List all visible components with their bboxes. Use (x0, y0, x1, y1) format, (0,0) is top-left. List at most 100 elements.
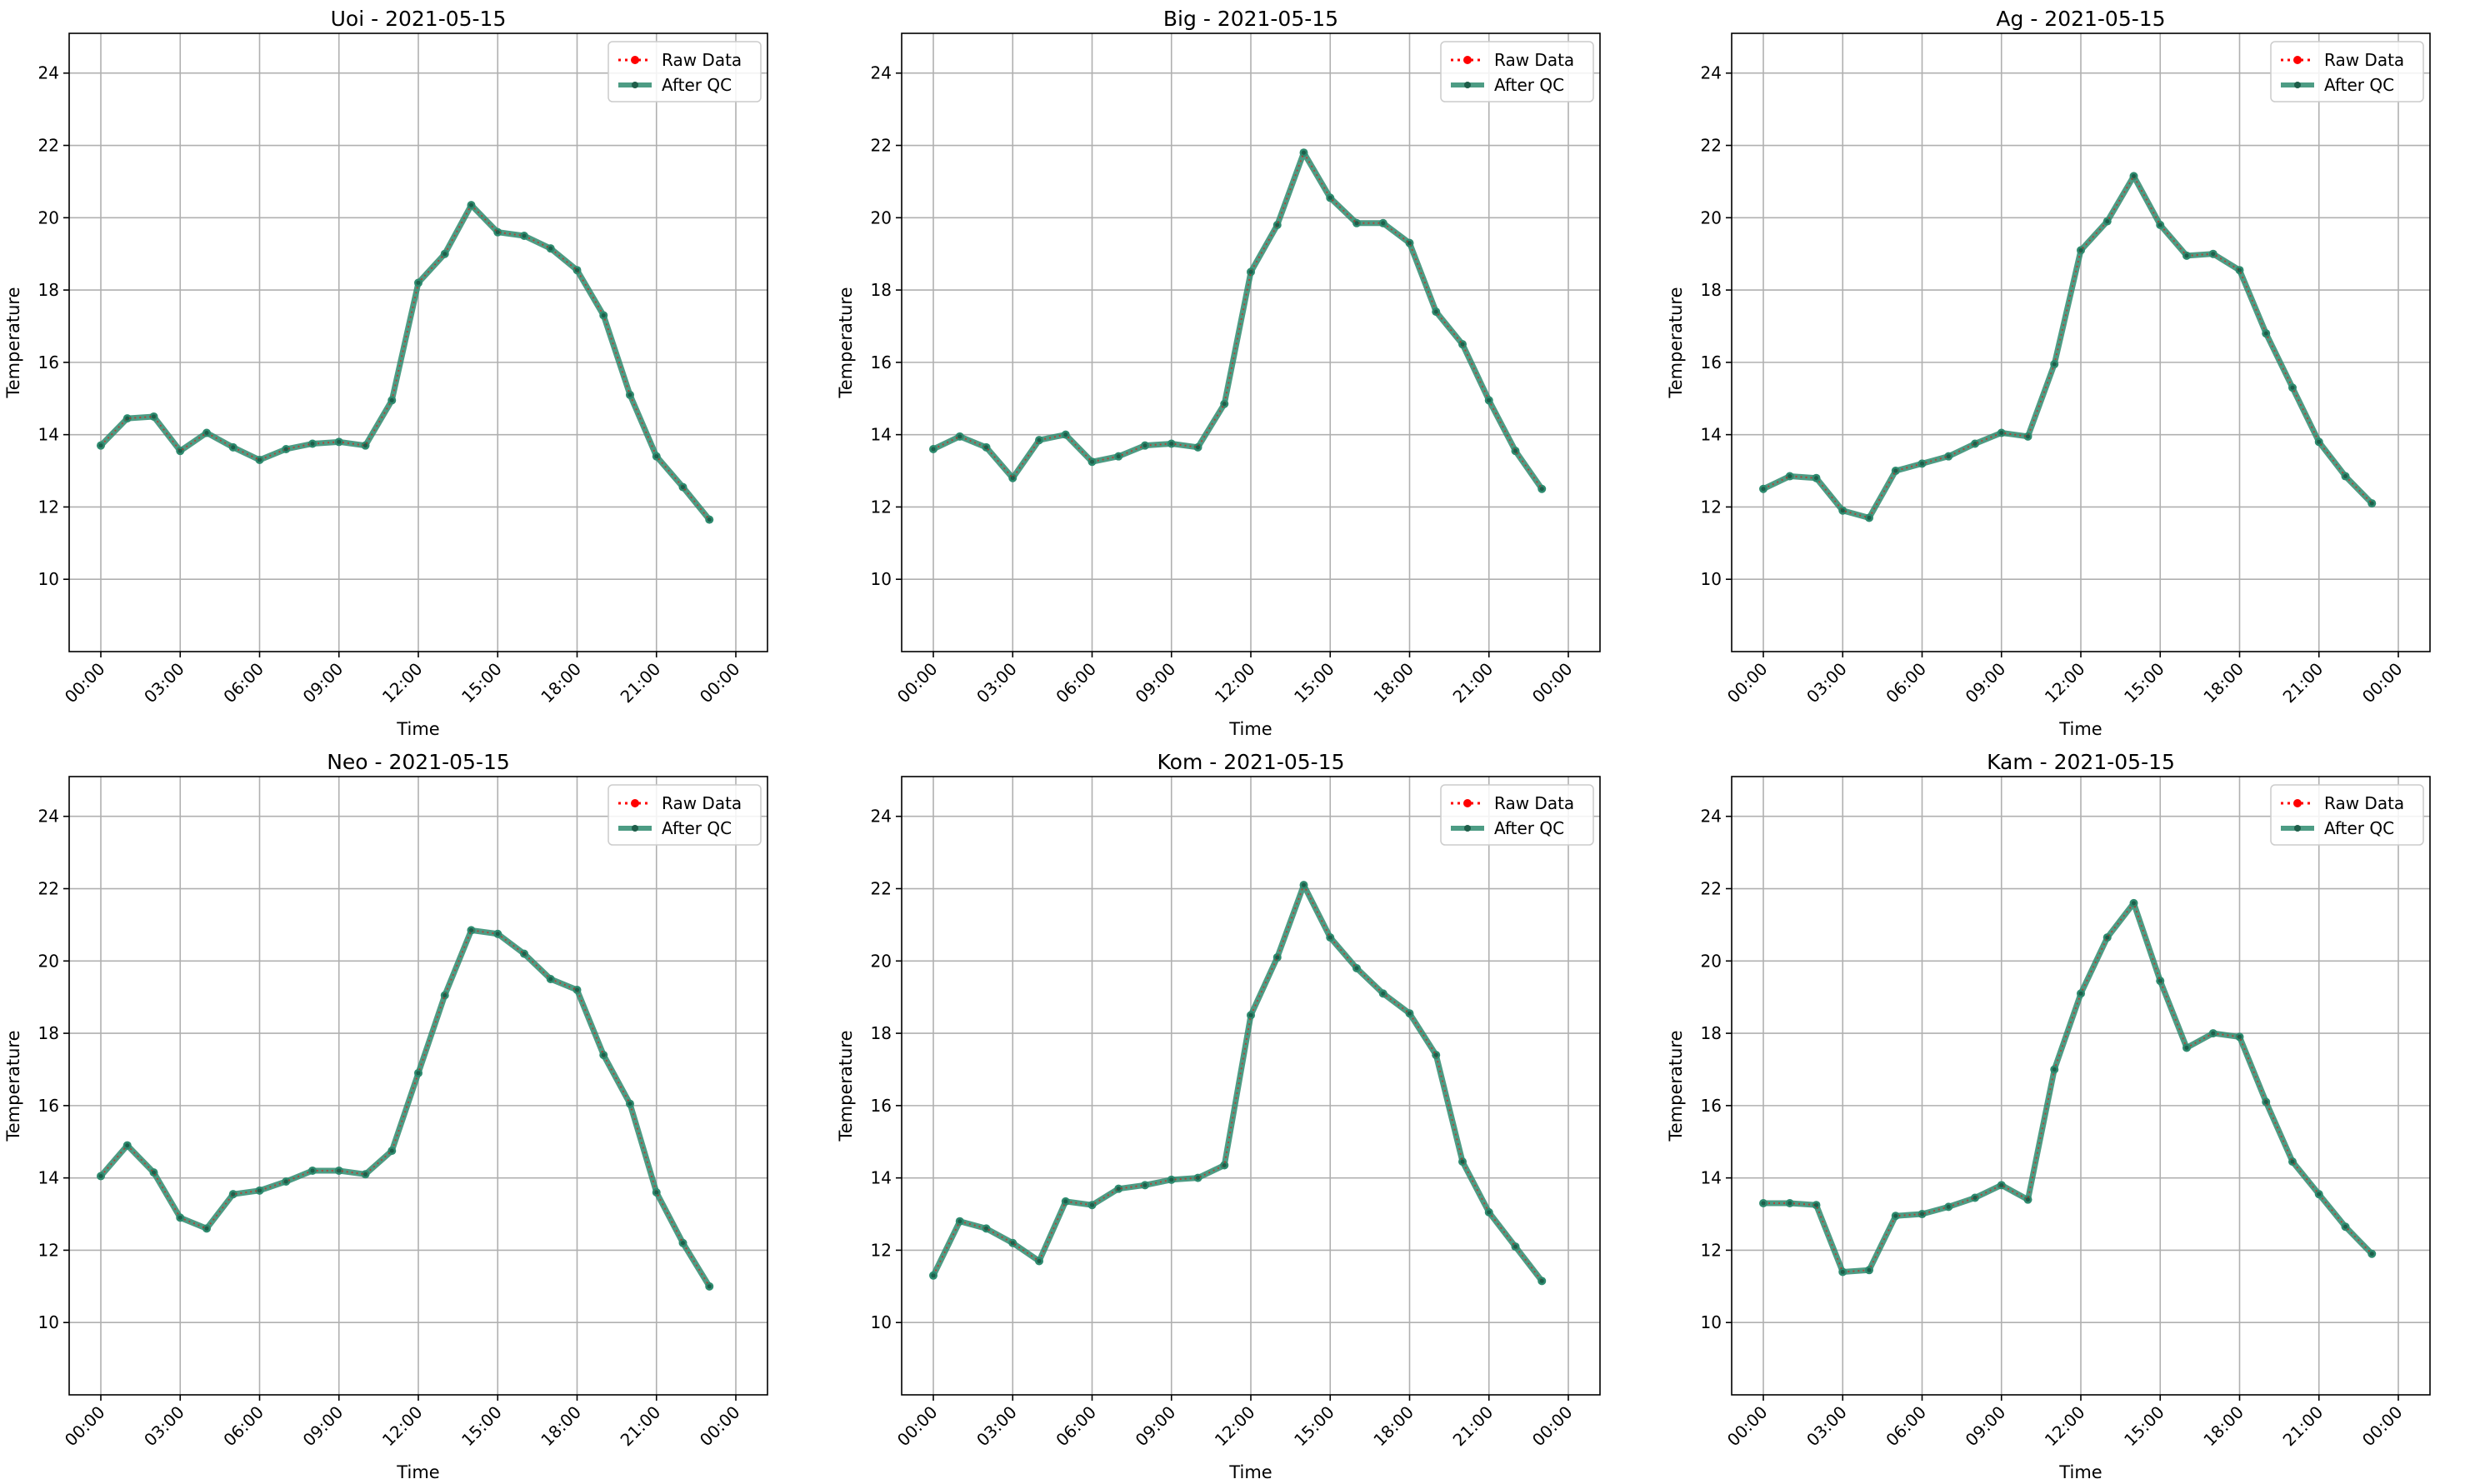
y-tick-label: 20 (38, 951, 59, 971)
legend-after-qc-marker (2294, 825, 2301, 832)
raw-data-point (1840, 508, 1845, 513)
raw-data-point (2290, 1159, 2295, 1164)
raw-data-point (2290, 385, 2295, 390)
y-tick-label: 24 (871, 63, 892, 83)
raw-data-point (1142, 443, 1148, 448)
x-tick-label: 21:00 (1449, 659, 1498, 707)
x-tick-label: 00:00 (61, 659, 109, 707)
axes-frame (68, 776, 768, 1396)
raw-data-point (1037, 437, 1042, 442)
legend-raw-data-marker (631, 799, 639, 807)
raw-data-point (1169, 1177, 1174, 1182)
x-tick-label: 18:00 (537, 1402, 585, 1451)
raw-data-point (1761, 1201, 1766, 1206)
x-tick-label: 09:00 (299, 659, 348, 707)
raw-data-point (1999, 1182, 2004, 1187)
raw-data-point (2211, 1031, 2216, 1036)
series-raw-data-line (932, 150, 1543, 490)
y-tick-label: 14 (871, 425, 892, 445)
y-tick-label: 20 (871, 951, 892, 971)
x-axis-label: Time (2058, 719, 2102, 739)
raw-data-point (1063, 1199, 1068, 1204)
x-tick-label: 00:00 (696, 659, 744, 707)
legend-after-qc-label: After QC (662, 818, 732, 838)
x-tick-label: 15:00 (1290, 1402, 1338, 1451)
raw-data-point (389, 397, 394, 402)
raw-data-point (258, 457, 262, 462)
raw-data-point (522, 952, 527, 957)
x-tick-label: 21:00 (617, 659, 665, 707)
raw-data-point (2343, 1224, 2348, 1229)
y-axis-label: Temperature (3, 1030, 23, 1142)
y-tick-label: 16 (871, 352, 892, 372)
series-raw-data-line (1763, 901, 2372, 1273)
raw-data-point (2211, 252, 2216, 257)
y-axis-label: Temperature (1666, 1030, 1686, 1142)
raw-data-point (2238, 1034, 2242, 1039)
raw-data-point (337, 1168, 342, 1173)
legend-after-qc-label: After QC (662, 75, 732, 95)
subplot-title: Kam - 2021-05-15 (1987, 750, 2175, 774)
raw-data-point (98, 443, 103, 448)
axes-frame (1731, 776, 2431, 1396)
y-tick-label: 24 (1701, 807, 1722, 827)
y-tick-label: 16 (38, 1096, 59, 1116)
raw-data-point (1433, 1052, 1438, 1057)
legend: Raw Data After QC (2270, 784, 2424, 846)
raw-data-point (1788, 1201, 1792, 1206)
y-tick-label: 14 (38, 425, 59, 445)
raw-data-point (654, 454, 659, 459)
raw-data-point (2052, 1067, 2057, 1072)
y-tick-label: 24 (38, 63, 59, 83)
raw-data-point (931, 1273, 936, 1278)
y-tick-label: 10 (38, 569, 59, 589)
raw-data-point (2317, 1192, 2322, 1197)
x-tick-label: 06:00 (1052, 1402, 1100, 1451)
legend-after-qc-label: After QC (1494, 75, 1564, 95)
x-tick-label: 12:00 (2041, 1402, 2089, 1451)
raw-data-point (125, 416, 130, 421)
series-raw-data-line (100, 929, 711, 1287)
y-tick-label: 14 (1701, 425, 1722, 445)
y-tick-label: 18 (38, 280, 59, 300)
legend-after-qc-marker (632, 825, 638, 832)
x-tick-label: 06:00 (1882, 659, 1930, 707)
subplot-title: Ag - 2021-05-15 (1996, 7, 2165, 31)
y-tick-label: 20 (871, 207, 892, 227)
legend: Raw Data After QC (1440, 784, 1594, 846)
raw-data-point (707, 517, 712, 522)
raw-data-point (1539, 487, 1544, 492)
raw-data-point (2078, 247, 2083, 252)
x-axis-label: Time (1228, 719, 1272, 739)
x-tick-label: 06:00 (219, 1402, 268, 1451)
raw-data-point (1037, 1258, 1042, 1263)
x-tick-label: 21:00 (2279, 1402, 2328, 1451)
axes-frame (1731, 32, 2431, 652)
axes-frame (68, 32, 768, 652)
raw-data-point (931, 447, 936, 452)
legend-raw-data-marker (631, 56, 639, 64)
x-tick-label: 18:00 (1369, 659, 1418, 707)
raw-data-point (2184, 253, 2189, 258)
raw-data-point (1867, 1267, 1872, 1272)
y-tick-label: 18 (871, 1023, 892, 1043)
raw-data-point (2317, 439, 2322, 444)
raw-data-point (495, 230, 500, 235)
raw-data-point (231, 1192, 236, 1197)
x-axis-label: Time (396, 719, 439, 739)
y-tick-label: 18 (871, 280, 892, 300)
raw-data-point (283, 1179, 288, 1184)
raw-data-point (2026, 1197, 2030, 1202)
y-tick-label: 12 (38, 497, 59, 517)
raw-data-point (1513, 448, 1518, 453)
x-tick-label: 15:00 (2120, 1402, 2168, 1451)
raw-data-point (1513, 1244, 1518, 1249)
subplot-5: 10 12 14 16 18 20 22 24 00:00 03:00 06:00 09:00 12:0… (836, 750, 1601, 1482)
raw-data-point (310, 441, 315, 446)
x-tick-label: 15:00 (458, 659, 506, 707)
raw-data-point (1116, 1187, 1121, 1192)
raw-data-point (1946, 1204, 1951, 1209)
raw-data-point (283, 447, 288, 452)
y-tick-label: 14 (1701, 1168, 1722, 1188)
y-tick-label: 20 (1701, 207, 1722, 227)
